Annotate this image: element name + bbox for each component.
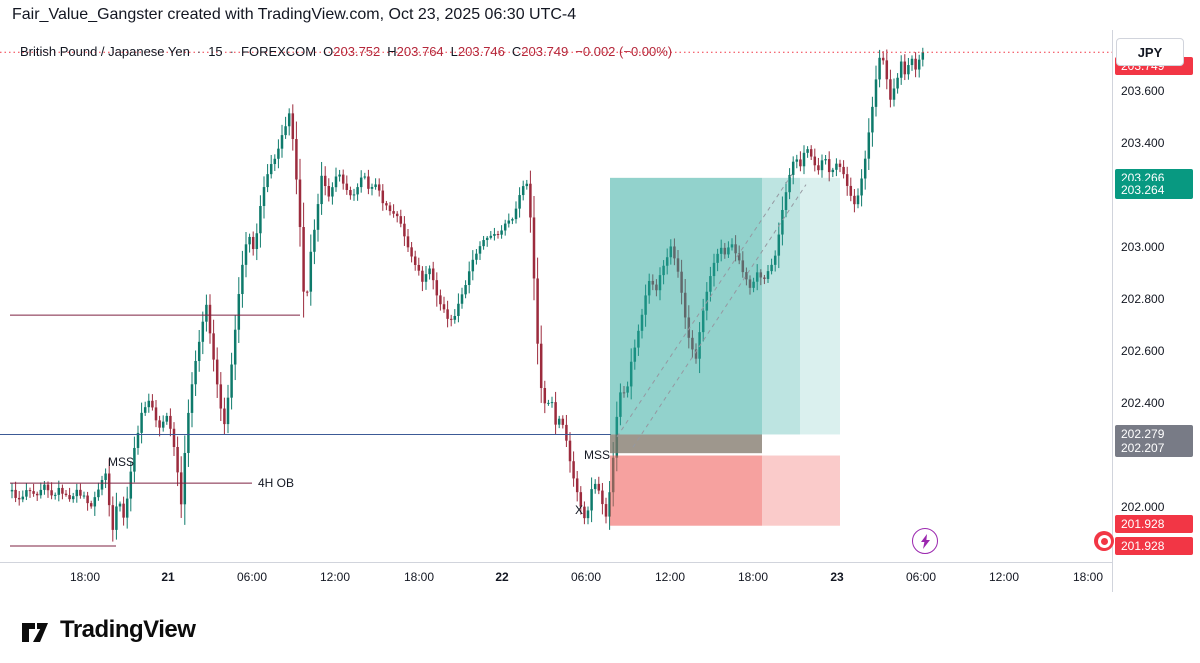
tradingview-logo[interactable]: TradingView: [18, 613, 196, 647]
price-axis-label: 202.000: [1121, 500, 1165, 514]
zone-rect[interactable]: [762, 455, 840, 526]
footer: TradingView: [0, 596, 1200, 663]
time-axis-label: 18:00: [403, 570, 435, 584]
time-axis-label: 12:00: [319, 570, 351, 584]
change-readout: −0.002 (−0.00%): [575, 44, 673, 59]
time-axis-label: 23: [830, 570, 844, 584]
high-readout: H 203.764: [387, 44, 444, 59]
zone-rect[interactable]: [762, 177, 800, 435]
timeframe-label[interactable]: 15: [208, 44, 223, 59]
chart-text-annotation[interactable]: X: [575, 503, 584, 517]
currency-label: JPY: [1137, 44, 1163, 60]
chart-text-annotation[interactable]: 4H OB: [258, 476, 295, 490]
price-axis-label: 203.400: [1121, 136, 1165, 150]
record-event-icon[interactable]: [1094, 531, 1114, 551]
time-axis-label: 18:00: [737, 570, 769, 584]
currency-button[interactable]: JPY: [1116, 38, 1184, 66]
chart-text-annotation[interactable]: MSS: [584, 448, 611, 462]
time-axis-label: 21: [161, 570, 175, 584]
time-axis[interactable]: 18:00 21 06:00 12:00 18:00 22 06:00 12:00 18:00 2…: [0, 562, 1112, 593]
tradingview-logo-mark: [22, 622, 48, 642]
time-axis-label: 06:00: [570, 570, 602, 584]
open-readout: O 203.752: [323, 44, 381, 59]
low-readout: L 203.746: [450, 44, 505, 59]
price-badge: 202.207: [1115, 439, 1193, 457]
time-axis-label: 12:00: [988, 570, 1020, 584]
lightning-event-icon[interactable]: [912, 528, 938, 554]
price-axis-label: 202.600: [1121, 344, 1165, 358]
symbol-legend[interactable]: British Pound / Japanese Yen · 15 · FORE…: [20, 44, 672, 59]
time-axis-label: 06:00: [236, 570, 268, 584]
price-badge: 202.279: [1115, 425, 1193, 443]
zone-rect[interactable]: [610, 455, 762, 526]
price-axis-label: 202.800: [1121, 292, 1165, 306]
price-axis-label: 202.400: [1121, 396, 1165, 410]
zone-rect[interactable]: [800, 177, 840, 435]
time-axis-label: 22: [495, 570, 509, 584]
price-chart-canvas[interactable]: [0, 30, 1112, 562]
zone-rect[interactable]: [610, 177, 762, 435]
close-readout: C 203.749: [511, 44, 569, 59]
price-axis[interactable]: JPY 203.600 203.400 203.000 202.800 202.600 2…: [1112, 30, 1200, 592]
price-badge: 201.928: [1115, 537, 1193, 555]
tradingview-brand-text: TradingView: [60, 615, 196, 643]
chart-text-annotation[interactable]: MSS: [108, 455, 135, 469]
symbol-title[interactable]: British Pound / Japanese Yen: [20, 44, 190, 59]
exchange-label[interactable]: FOREXCOM: [241, 44, 317, 59]
time-axis-label: 06:00: [905, 570, 937, 584]
chart-area[interactable]: British Pound / Japanese Yen · 15 · FORE…: [0, 30, 1112, 562]
price-badge: 201.928: [1115, 515, 1193, 533]
price-axis-label: 203.000: [1121, 240, 1165, 254]
time-axis-label: 18:00: [69, 570, 101, 584]
attribution-text: Fair_Value_Gangster created with Trading…: [12, 6, 577, 23]
time-axis-label: 12:00: [654, 570, 686, 584]
legend-separator: ·: [196, 44, 202, 59]
price-badge: 203.264: [1115, 181, 1193, 199]
price-axis-label: 203.600: [1121, 84, 1165, 98]
legend-separator: ·: [229, 44, 235, 59]
zone-rect[interactable]: [610, 434, 762, 454]
time-axis-label: 18:00: [1072, 570, 1104, 584]
